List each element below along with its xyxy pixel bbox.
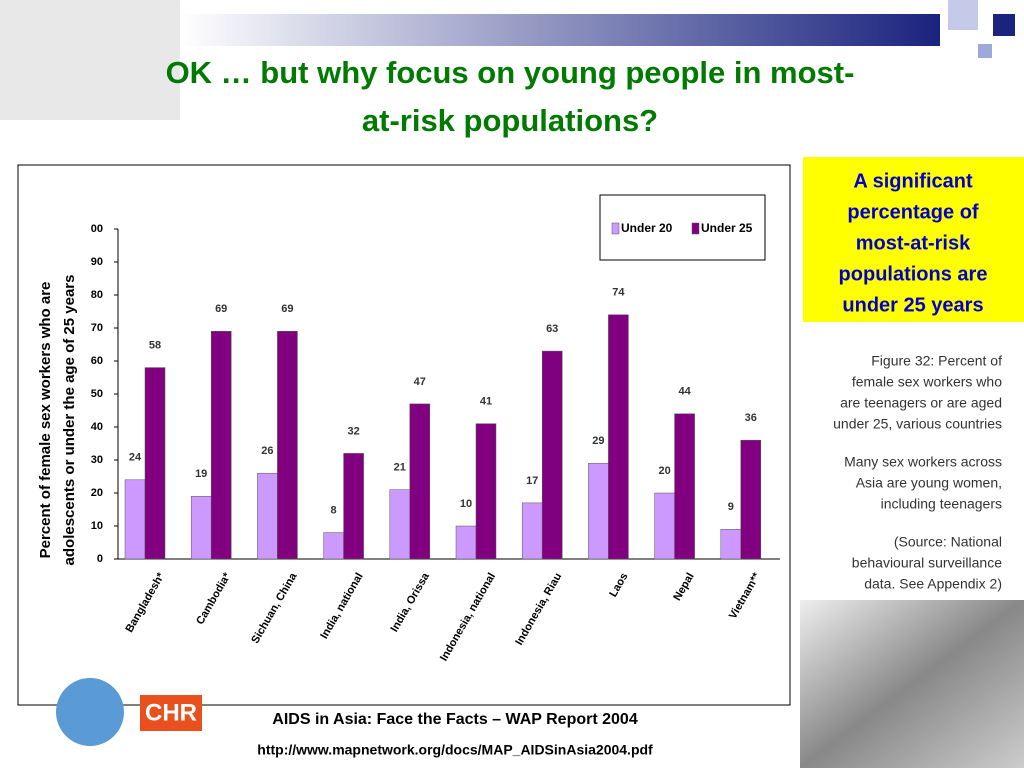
- y-axis-label: adolescents or under the age of 25 years: [61, 275, 78, 566]
- bar: [654, 492, 675, 560]
- bar: [144, 367, 166, 560]
- data-label: 10: [460, 498, 472, 510]
- data-label: 9: [728, 501, 734, 513]
- y-tick-label: 0: [97, 553, 103, 565]
- bar: [277, 331, 298, 560]
- data-label: 41: [480, 396, 492, 408]
- callout-box: [803, 157, 1024, 322]
- y-tick-label: 20: [91, 487, 103, 499]
- callout-text: most-at-risk: [856, 232, 971, 254]
- header-bar: [180, 14, 940, 46]
- figure-text: data. See Appendix 2): [864, 576, 1002, 592]
- legend-label: Under 25: [701, 221, 753, 235]
- data-label: 69: [215, 303, 227, 315]
- figure-text: under 25, various countries: [833, 416, 1002, 432]
- figure-text: Many sex workers across: [844, 454, 1002, 470]
- callout-text: under 25 years: [842, 294, 983, 316]
- bar: [409, 403, 431, 560]
- data-label: 26: [261, 445, 273, 457]
- figure-text: female sex workers who: [852, 374, 1002, 390]
- url: http://www.mapnetwork.org/docs/MAP_AIDSi…: [257, 742, 653, 758]
- bar: [608, 314, 629, 560]
- bar: [323, 532, 344, 560]
- map-decoration: [0, 0, 180, 120]
- bar: [541, 350, 563, 560]
- figure-text: including teenagers: [881, 496, 1002, 512]
- data-label: 63: [546, 323, 558, 335]
- data-label: 20: [658, 465, 670, 477]
- data-label: 32: [347, 425, 359, 437]
- data-label: 36: [745, 412, 757, 424]
- legend-swatch: [691, 222, 700, 235]
- y-tick-label: 40: [91, 421, 103, 433]
- bar: [588, 463, 609, 560]
- data-label: 58: [149, 340, 161, 352]
- data-label: 19: [195, 468, 207, 480]
- logo-text: CHR: [145, 699, 197, 726]
- y-tick-label: 90: [91, 256, 103, 268]
- chr-logo: [140, 695, 202, 731]
- bar: [674, 413, 695, 560]
- y-tick-label: 30: [91, 454, 103, 466]
- y-tick-label: 60: [91, 355, 103, 367]
- data-label: 44: [678, 386, 691, 398]
- legend-swatch: [611, 222, 620, 235]
- y-tick-label: 70: [91, 322, 103, 334]
- figure-text: behavioural surveillance: [852, 555, 1002, 571]
- data-label: 69: [281, 303, 293, 315]
- data-label: 17: [526, 475, 538, 487]
- figure-text: (Source: National: [894, 534, 1002, 550]
- bar: [190, 496, 212, 560]
- bar: [343, 453, 364, 560]
- y-tick-label: 50: [91, 388, 103, 400]
- square-decoration: [993, 14, 1015, 36]
- bar: [210, 331, 232, 560]
- legend-box: [599, 194, 766, 261]
- data-label: 29: [592, 435, 604, 447]
- data-label: 8: [331, 505, 337, 517]
- figure-text: Asia are young women,: [856, 475, 1002, 491]
- figure-text: Figure 32: Percent of: [871, 353, 1002, 369]
- callout-text: percentage of: [847, 201, 978, 223]
- footer: AIDS in Asia: Face the Facts – WAP Repor…: [272, 711, 638, 728]
- data-label: 47: [414, 376, 426, 388]
- y-axis-label: Percent of female sex workers who are: [37, 282, 54, 559]
- callout-text: A significant: [853, 170, 973, 192]
- data-label: 24: [129, 452, 142, 464]
- square-decoration: [948, 0, 978, 30]
- y-tick-label: 80: [91, 289, 103, 301]
- bar: [124, 479, 146, 560]
- bar: [740, 439, 762, 560]
- bar: [720, 529, 742, 560]
- un-logo: [56, 678, 124, 746]
- photo: [800, 600, 1024, 768]
- bar: [475, 423, 497, 560]
- bar: [257, 472, 278, 560]
- slide-title: OK … but why focus on young people in mo…: [166, 55, 855, 90]
- bar: [521, 502, 543, 560]
- y-tick-label: 10: [91, 520, 103, 532]
- callout-text: populations are: [839, 263, 988, 285]
- data-label: 21: [394, 462, 406, 474]
- figure-text: are teenagers or are aged: [840, 395, 1002, 411]
- y-tick-label: 00: [91, 223, 103, 235]
- slide-title: at-risk populations?: [362, 103, 658, 138]
- legend-label: Under 20: [621, 221, 673, 235]
- square-decoration: [978, 44, 992, 58]
- bar: [455, 525, 477, 560]
- data-label: 74: [612, 287, 625, 299]
- bar: [389, 489, 411, 560]
